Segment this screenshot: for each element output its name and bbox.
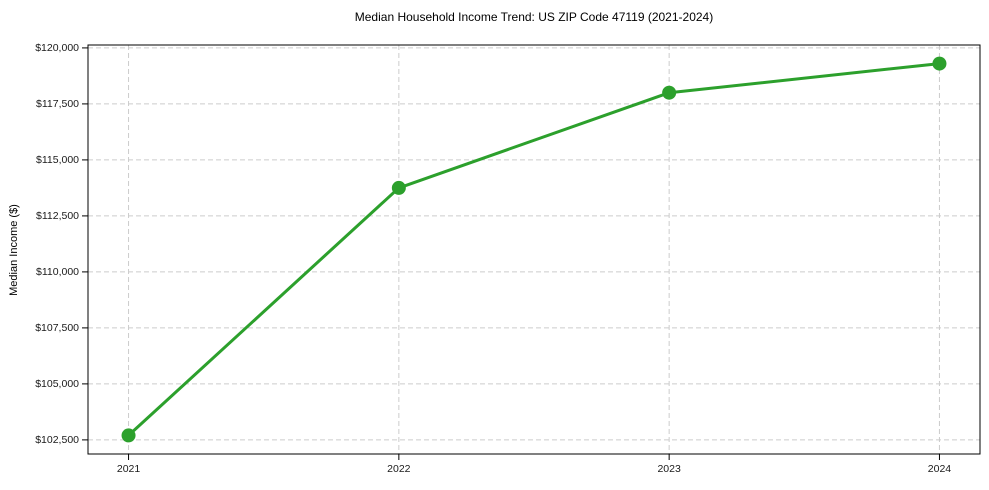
data-point-2022: [391, 180, 406, 195]
data-point-2024: [932, 56, 947, 71]
y-tick-label: $105,000: [35, 377, 79, 390]
y-tick-label: $115,000: [35, 153, 79, 166]
x-tick-label: 2024: [927, 463, 952, 475]
x-tick-label: 2023: [657, 463, 681, 475]
y-tick-label: $107,500: [35, 321, 79, 334]
data-point-2023: [662, 85, 677, 100]
chart-title: Median Household Income Trend: US ZIP Co…: [354, 10, 714, 24]
x-tick-label: 2021: [116, 463, 141, 475]
x-tick-label: 2022: [387, 463, 411, 475]
data-point-2021: [121, 428, 136, 443]
y-tick-label: $112,500: [35, 209, 79, 222]
income-trend-line: [127, 62, 941, 437]
plot-border: [87, 44, 981, 455]
y-tick-label: $110,000: [35, 265, 79, 278]
y-tick-label: $117,500: [35, 97, 79, 110]
y-tick-label: $120,000: [35, 41, 79, 54]
y-tick-label: $102,500: [35, 433, 79, 446]
